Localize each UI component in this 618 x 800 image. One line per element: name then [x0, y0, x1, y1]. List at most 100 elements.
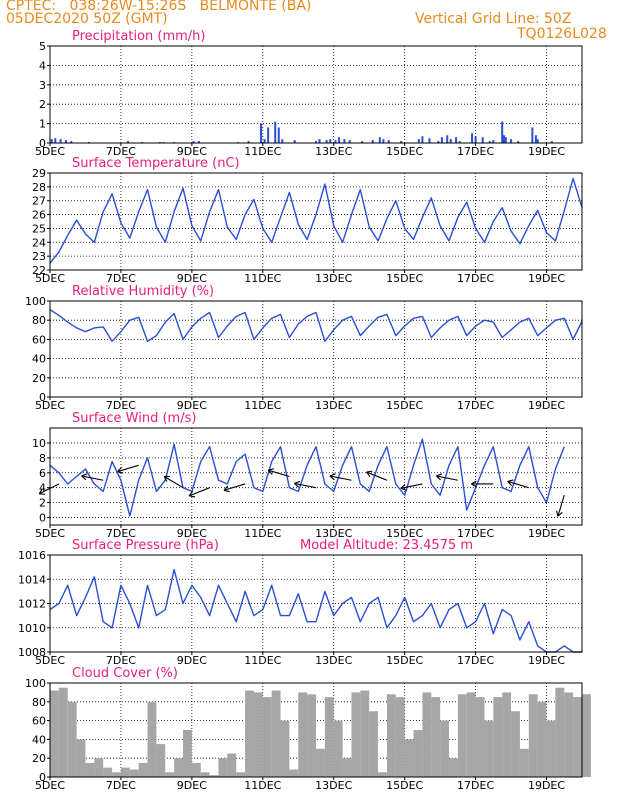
- precipitation-bar: [517, 141, 520, 143]
- precipitation-bar: [481, 137, 484, 143]
- humidity-series-line: [49, 309, 583, 342]
- cloud-cover-bar: [466, 692, 476, 777]
- precipitation-bar: [348, 140, 351, 143]
- wind-xtick-label: 11DEC: [244, 527, 281, 540]
- cloud-cover-bar: [484, 720, 494, 777]
- pressure-series-line: [49, 568, 582, 653]
- wind-arrow: [471, 480, 494, 488]
- cloud-cover-bar: [94, 758, 104, 777]
- wind-arrow: [555, 494, 565, 517]
- wind-arrow: [163, 475, 184, 489]
- wind-ytick-label: 10: [32, 437, 46, 450]
- wind-arrow-shaft: [38, 483, 60, 495]
- precipitation-bar: [338, 137, 341, 143]
- cloud-cover-bar: [564, 692, 574, 777]
- wind-arrow-shaft: [507, 480, 529, 489]
- temperature-ytick-label: 22: [32, 264, 46, 277]
- precipitation-bar: [371, 140, 374, 143]
- wind-arrow-head: [117, 466, 124, 474]
- cloud-cover-xtick-label: 15DEC: [386, 779, 423, 792]
- cloud-cover-bar: [342, 758, 352, 777]
- cloud-cover-bar: [50, 690, 59, 777]
- wind-arrow-shaft: [557, 494, 565, 517]
- wind-arrow: [507, 479, 529, 489]
- cloud-cover-bar: [271, 690, 281, 777]
- precipitation-bar: [315, 141, 317, 143]
- wind-arrow-head: [188, 490, 196, 498]
- cloud-cover-bar: [404, 739, 414, 777]
- cloud-cover-bar: [165, 772, 175, 777]
- cloud-cover-bar: [112, 772, 121, 777]
- cloud-cover-bar: [58, 687, 68, 777]
- humidity-title: Relative Humidity (%): [72, 284, 214, 299]
- wind-arrow: [81, 473, 104, 481]
- cloud-cover-bar: [200, 772, 210, 777]
- cloud-cover-bar: [369, 711, 379, 777]
- humidity-ytick-label: 0: [39, 391, 46, 404]
- precipitation-bar: [428, 138, 431, 143]
- precipitation-bar: [334, 140, 337, 143]
- pressure-xtick-label: 15DEC: [386, 654, 423, 667]
- cloud-cover-frame: [49, 682, 583, 778]
- temperature-ytick-label: 25: [32, 222, 46, 235]
- humidity-xtick-label: 9DEC: [177, 399, 207, 412]
- precipitation-ytick-label: 5: [39, 40, 46, 53]
- wind-arrow-shaft: [163, 475, 184, 489]
- wind-ytick-label: 4: [39, 482, 46, 495]
- precipitation-xtick-label: 9DEC: [177, 145, 207, 158]
- temperature-ytick-label: 24: [32, 236, 46, 249]
- cloud-cover-title: Cloud Cover (%): [72, 666, 178, 681]
- wind-arrow: [329, 473, 352, 481]
- cloud-cover-ytick-label: 20: [32, 752, 46, 765]
- cloud-cover-ytick-label: 100: [25, 677, 46, 690]
- wind-xtick-label: 15DEC: [386, 527, 423, 540]
- wind-arrow-head: [400, 483, 407, 491]
- temperature-ytick-label: 23: [32, 250, 46, 263]
- cloud-cover-bar: [378, 772, 387, 777]
- temperature-xtick-label: 13DEC: [315, 272, 352, 285]
- wind-ytick-label: 2: [39, 497, 46, 510]
- wind-arrow: [435, 473, 458, 481]
- cloud-cover-bar: [245, 690, 254, 777]
- precipitation-bar: [64, 140, 67, 143]
- cloud-cover-bar: [528, 694, 538, 777]
- wind-arrow-head: [366, 470, 373, 478]
- cloud-cover-xtick-label: 5DEC: [35, 779, 65, 792]
- wind-arrow: [117, 464, 139, 474]
- pressure-xtick-label: 11DEC: [244, 654, 281, 667]
- wind-title: Surface Wind (m/s): [72, 411, 196, 426]
- precipitation-bar: [343, 139, 346, 143]
- cloud-cover-bar: [431, 697, 441, 777]
- wind-xtick-label: 13DEC: [315, 527, 352, 540]
- header-code: TQ0126L028: [517, 26, 607, 42]
- precipitation-bar: [421, 136, 424, 143]
- precipitation-bar: [197, 141, 200, 143]
- wind-xtick-label: 17DEC: [457, 527, 494, 540]
- wind-arrow-head: [38, 488, 46, 495]
- cloud-cover-xtick-label: 7DEC: [106, 779, 136, 792]
- precipitation-bar: [281, 139, 284, 143]
- temperature-frame: [49, 172, 583, 271]
- precipitation-ytick-label: 4: [39, 59, 46, 72]
- wind-series-line: [49, 438, 565, 517]
- precipitation-ytick-label: 2: [39, 98, 46, 111]
- cloud-cover-bar: [280, 720, 290, 777]
- cloud-cover-bar: [76, 739, 86, 777]
- wind-xtick-label: 5DEC: [35, 527, 65, 540]
- cloud-cover-xtick-label: 13DEC: [315, 779, 352, 792]
- wind-arrow-shaft: [188, 487, 210, 497]
- humidity-panel: 0 20 40 60 80 100 5DEC 7DEC 9DEC 11DEC 13DEC 15DEC 1…: [25, 284, 583, 412]
- precipitation-bar: [488, 141, 491, 143]
- cloud-cover-bar: [120, 767, 130, 777]
- humidity-frame: [49, 300, 583, 398]
- temperature-ytick-label: 26: [32, 209, 46, 222]
- wind-arrow: [294, 480, 317, 489]
- cloud-cover-ytick-label: 0: [39, 771, 46, 784]
- precipitation-bar: [325, 140, 328, 143]
- cloud-cover-bar: [511, 711, 520, 777]
- cloud-cover-bar: [546, 720, 556, 777]
- wind-arrow-head: [267, 468, 275, 475]
- cloud-cover-bar: [103, 767, 113, 777]
- precipitation-bar: [387, 140, 390, 143]
- cloud-cover-bar: [289, 769, 299, 777]
